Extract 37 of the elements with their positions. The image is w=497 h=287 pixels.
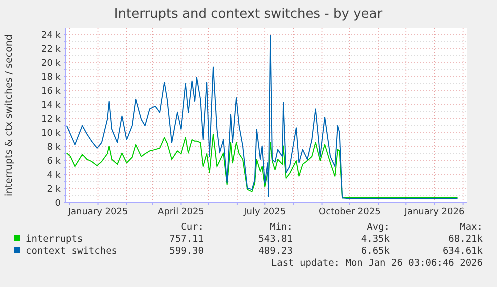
x-tick-label: January 2026 <box>404 207 465 218</box>
text: Max: <box>460 222 483 233</box>
text: 489.23 <box>258 246 293 257</box>
text: 634.61k <box>442 246 484 257</box>
x-tick-label: January 2025 <box>67 207 128 218</box>
line-series <box>66 35 458 200</box>
chart-title: Interrupts and context switches - by year <box>114 7 384 22</box>
line-series <box>66 134 458 199</box>
y-axis-title: interrupts & ctx switches / second <box>4 34 15 196</box>
text: 6.65k <box>361 246 390 257</box>
x-tick-label: October 2025 <box>319 207 381 218</box>
x-tick-label: April 2025 <box>158 207 204 218</box>
legend-label: context switches <box>26 246 118 257</box>
y-tick-label: 6 k <box>47 156 62 167</box>
y-tick-label: 20 k <box>41 58 62 69</box>
x-tick-label: July 2025 <box>243 207 286 218</box>
y-tick-label: 8 k <box>47 142 62 153</box>
text: Avg: <box>367 222 390 233</box>
y-tick-label: 14 k <box>41 100 62 111</box>
y-tick-label: 22 k <box>41 44 62 55</box>
legend-label: interrupts <box>26 234 84 245</box>
y-tick-label: 4 k <box>47 170 62 181</box>
y-tick-label: 12 k <box>41 114 62 125</box>
text: 599.30 <box>170 246 204 257</box>
text: Min: <box>270 222 293 233</box>
text: 757.11 <box>170 234 204 245</box>
text: Last update: Mon Jan 26 03:06:46 2026 <box>271 258 484 269</box>
text: Cur: <box>181 222 204 233</box>
y-tick-label: 10 k <box>41 128 62 139</box>
y-tick-label: 24 k <box>41 30 62 41</box>
text: 68.21k <box>448 234 484 245</box>
y-tick-label: 0 <box>55 198 62 209</box>
text: 543.81 <box>258 234 294 245</box>
y-tick-label: 16 k <box>41 86 62 97</box>
text: 4.35k <box>361 234 390 245</box>
y-tick-label: 2 k <box>47 184 62 195</box>
y-tick-label: 18 k <box>41 72 62 83</box>
